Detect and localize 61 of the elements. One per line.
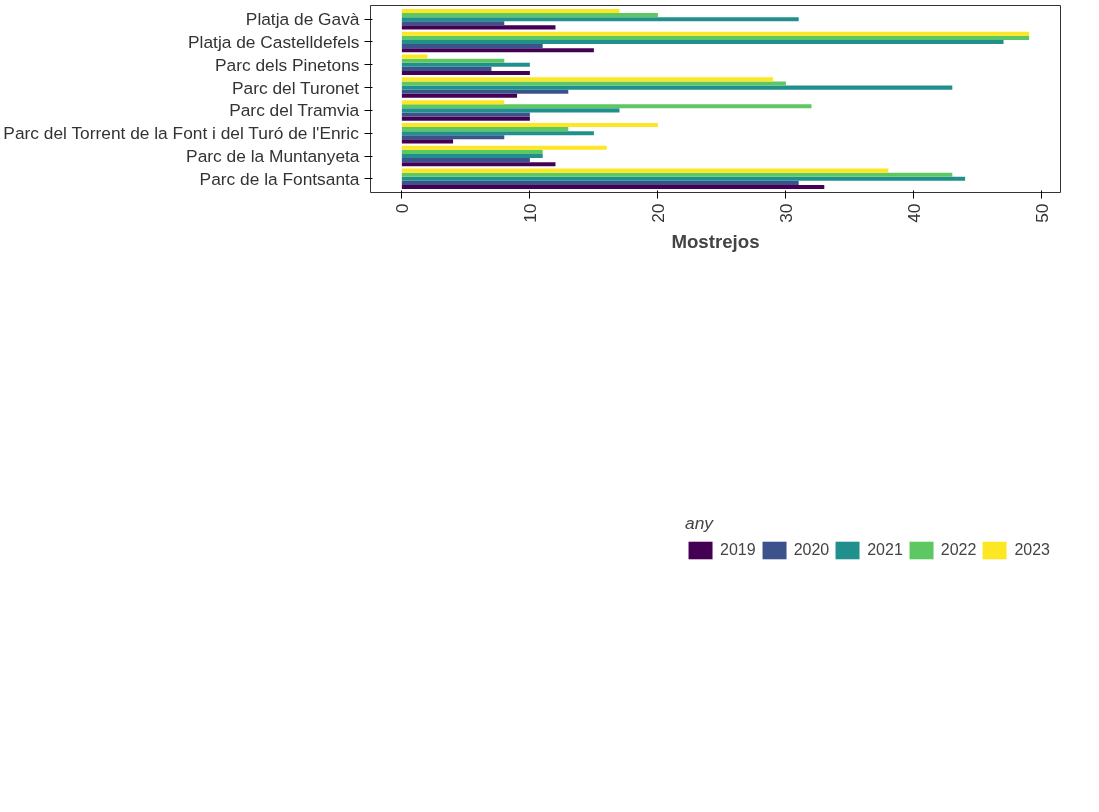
bar — [401, 54, 428, 59]
x-tick-label: 30 — [775, 203, 796, 223]
bar — [401, 44, 543, 49]
bar — [401, 112, 530, 117]
y-tick-label: Platja de Castelldefels — [188, 31, 360, 52]
bar — [401, 35, 1030, 40]
x-tick-label: 10 — [519, 203, 540, 223]
bar — [401, 180, 799, 185]
bar — [401, 168, 889, 173]
legend-label: 2022 — [940, 541, 977, 559]
bar — [401, 149, 543, 154]
y-tick-label: Parc del Torrent de la Font i del Turó de l'Enric — [3, 123, 360, 144]
x-tick-label: 50 — [1031, 203, 1052, 223]
bar — [401, 184, 825, 190]
bar — [401, 127, 569, 132]
bar — [401, 66, 492, 71]
bar — [401, 21, 505, 26]
bar — [401, 48, 594, 53]
x-tick-label: 40 — [903, 203, 924, 223]
bar — [401, 85, 953, 90]
y-tick-label: Parc de la Muntanyeta — [186, 146, 360, 167]
bar — [401, 25, 556, 30]
bar — [401, 145, 607, 150]
x-tick-label: 20 — [647, 203, 668, 223]
y-tick-label: Parc dels Pinetons — [215, 54, 360, 75]
y-tick-label: Parc del Tramvia — [229, 100, 360, 121]
bar — [401, 77, 774, 82]
bar — [401, 89, 569, 94]
bar — [401, 172, 953, 177]
y-tick-label: Parc del Turonet — [232, 77, 360, 98]
bar — [401, 100, 505, 105]
bar — [401, 116, 530, 121]
bar — [401, 70, 530, 76]
bar — [401, 13, 658, 18]
bar — [401, 104, 812, 109]
legend-label: 2023 — [1014, 541, 1050, 559]
bar — [401, 162, 556, 167]
legend-label: 2019 — [720, 541, 756, 559]
legend-label: 2020 — [793, 541, 830, 559]
bar — [401, 17, 799, 22]
bar — [401, 31, 1030, 36]
y-tick-label: Parc de la Fontsanta — [199, 168, 360, 189]
bar — [401, 176, 966, 181]
bar — [401, 108, 620, 113]
bar — [401, 81, 786, 86]
y-tick-label: Platja de Gavà — [245, 9, 360, 30]
bar — [401, 8, 620, 14]
legend-label: 2021 — [867, 541, 903, 559]
bar — [401, 122, 658, 128]
bar — [401, 58, 505, 63]
bar — [401, 93, 518, 98]
x-axis-title: Mostrejos — [671, 230, 760, 252]
bar — [401, 39, 1004, 45]
bar — [401, 139, 454, 144]
bar — [401, 158, 530, 163]
x-tick-label: 0 — [391, 203, 412, 214]
bar — [401, 62, 530, 67]
bar — [401, 153, 543, 159]
bar — [401, 131, 594, 136]
legend-title: any — [685, 513, 715, 534]
bar — [401, 135, 505, 140]
